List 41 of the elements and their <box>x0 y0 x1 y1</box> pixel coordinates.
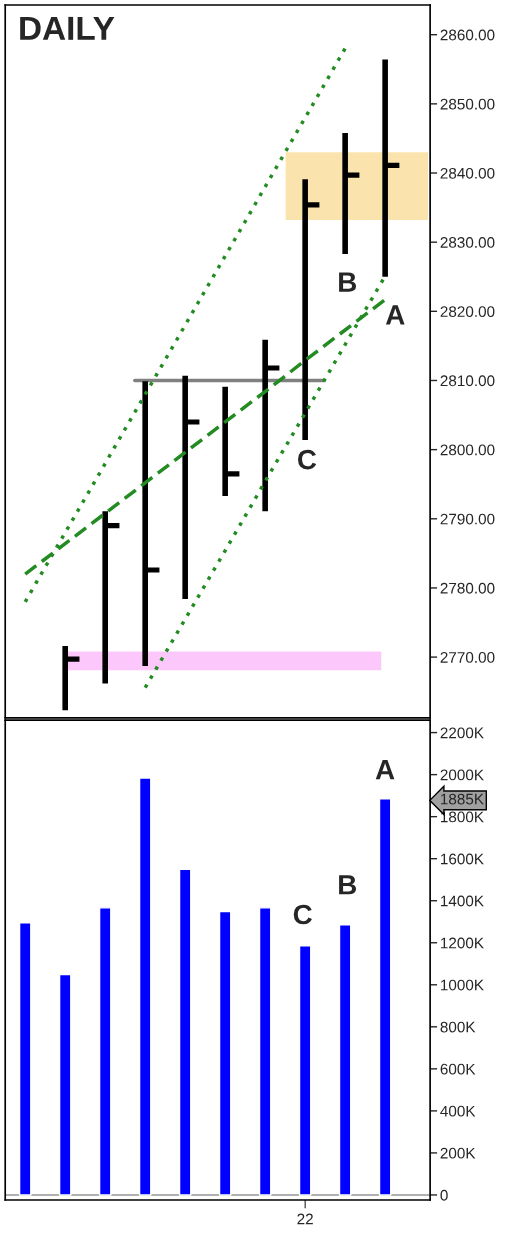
y-tick-label: 2860.00 <box>440 29 495 41</box>
bar <box>378 798 392 1196</box>
bar <box>258 907 272 1196</box>
annotation: A <box>375 760 395 780</box>
y-tick-label: 200K <box>440 1147 476 1159</box>
bar <box>138 777 152 1196</box>
y-tick-label: 2820.00 <box>440 306 495 318</box>
x-tick-label: 22 <box>297 1213 313 1225</box>
y-tick-label: 600K <box>440 1063 476 1075</box>
annotation: C <box>293 904 312 925</box>
annotation: B <box>339 875 357 895</box>
y-tick-label: 2840.00 <box>440 167 495 179</box>
y-tick-label: 2800.00 <box>440 444 495 456</box>
bar <box>58 973 72 1196</box>
y-tick-label: 1200K <box>441 937 484 949</box>
bar <box>98 907 112 1196</box>
y-tick-label: 2770.00 <box>440 651 495 663</box>
bar <box>298 945 312 1196</box>
y-tick-label: 1885K <box>441 793 484 805</box>
y-tick-label: 1000K <box>441 979 484 991</box>
annotation: A <box>385 305 405 325</box>
bar <box>338 924 352 1196</box>
y-tick-label: 2000K <box>440 769 484 781</box>
y-tick-label: 400K <box>440 1105 476 1117</box>
y-tick-label: 2830.00 <box>440 237 495 248</box>
annotation: B <box>339 272 357 292</box>
bar <box>218 910 232 1196</box>
bar <box>178 868 192 1196</box>
y-tick-label: 1400K <box>441 895 484 907</box>
bar <box>18 922 32 1196</box>
y-tick-label: 2810.00 <box>440 375 495 387</box>
y-tick-label: 2200K <box>440 727 484 739</box>
y-tick-label: 800K <box>440 1021 476 1033</box>
y-tick-label: 1600K <box>441 853 484 865</box>
y-tick-label: 0 <box>440 1189 448 1201</box>
chart-title: DAILY <box>20 16 115 40</box>
y-tick-label: 2790.00 <box>440 513 495 525</box>
y-tick-label: 2850.00 <box>440 98 495 110</box>
y-tick-label: 2780.00 <box>440 582 495 594</box>
annotation: C <box>298 449 317 470</box>
y-tick-label: 1800K <box>441 811 484 823</box>
